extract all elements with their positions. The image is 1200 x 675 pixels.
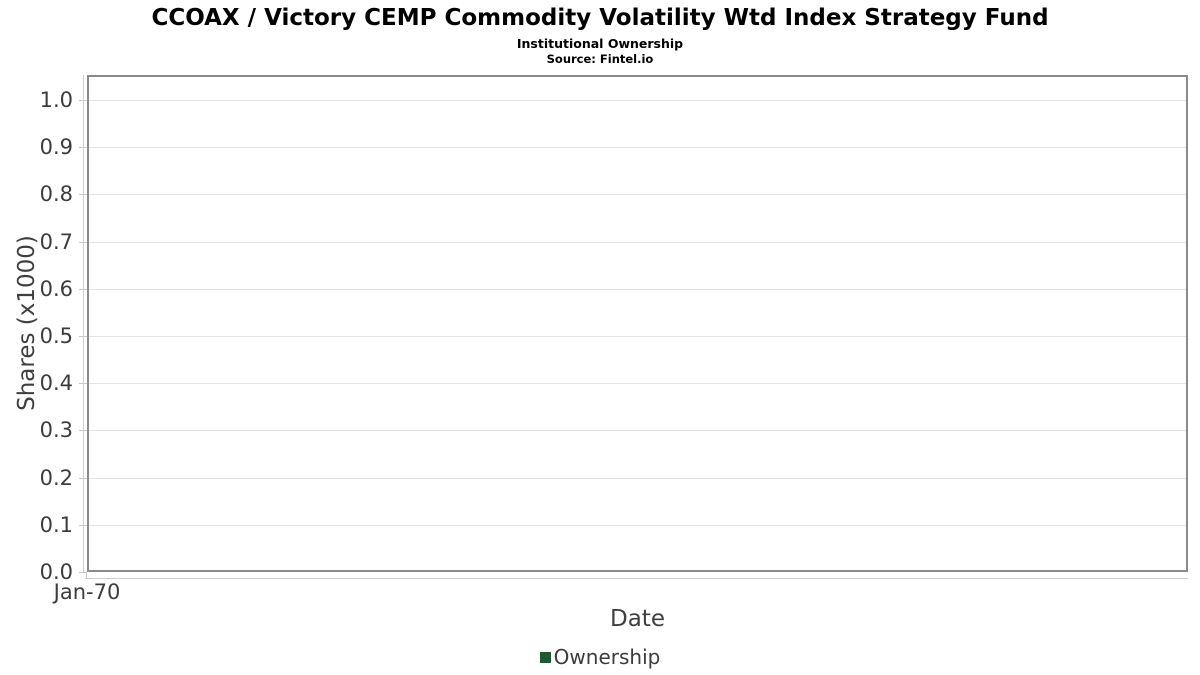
gridline <box>89 241 1186 243</box>
y-tick-mark <box>79 147 87 149</box>
x-axis-title: Date <box>610 606 665 632</box>
chart-source: Source: Fintel.io <box>546 52 654 66</box>
y-tick-mark <box>79 241 87 243</box>
y-tick-label: 0.6 <box>39 276 73 301</box>
legend: Ownership <box>0 644 1200 670</box>
gridline <box>89 524 1186 526</box>
y-tick-mark <box>79 100 87 101</box>
y-tick-mark <box>79 194 87 196</box>
y-tick-label: 0.0 <box>39 560 73 584</box>
gridline <box>89 430 1186 432</box>
gridline <box>89 194 1186 196</box>
x-axis-line <box>85 578 1188 579</box>
legend-item-ownership[interactable]: Ownership <box>539 645 661 669</box>
chart-title: CCOAX / Victory CEMP Commodity Volatilit… <box>151 5 1049 31</box>
y-tick-mark <box>79 430 87 432</box>
y-tick-label: 0.3 <box>39 418 73 443</box>
plot-area[interactable] <box>87 75 1188 572</box>
y-tick-mark <box>79 572 87 573</box>
gridline <box>89 336 1186 337</box>
y-tick-mark <box>79 524 87 526</box>
legend-series-marker <box>539 651 551 663</box>
x-tick-label: Jan-70 <box>53 580 121 604</box>
y-tick-label: 1.0 <box>39 88 73 112</box>
y-tick-mark <box>79 288 87 290</box>
y-tick-label: 0.2 <box>39 465 73 490</box>
y-axis-line <box>83 75 84 572</box>
gridline <box>89 288 1186 290</box>
x-tick-mark <box>86 572 87 579</box>
y-tick-label: 0.9 <box>39 135 73 160</box>
chart-subtitle: Institutional Ownership <box>516 36 684 51</box>
gridline <box>89 147 1186 149</box>
gridline <box>89 100 1186 101</box>
y-tick-label: 0.7 <box>39 229 73 254</box>
y-tick-mark <box>79 383 87 385</box>
y-tick-label: 0.8 <box>39 182 73 207</box>
y-tick-label: 0.5 <box>39 324 73 348</box>
y-tick-label: 0.1 <box>39 512 73 537</box>
gridline <box>89 383 1186 385</box>
legend-series-label: Ownership <box>553 645 661 669</box>
y-tick-label: 0.4 <box>39 371 73 396</box>
y-tick-mark <box>79 336 87 337</box>
gridline <box>89 477 1186 479</box>
y-tick-mark <box>79 477 87 479</box>
